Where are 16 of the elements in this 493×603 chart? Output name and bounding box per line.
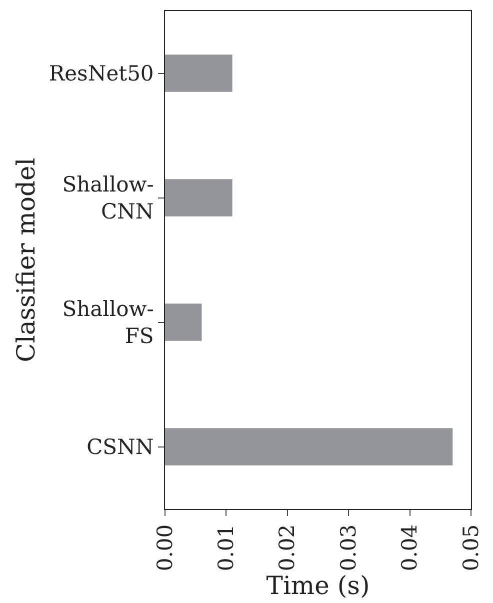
x-tick-label: 0.03 — [336, 524, 360, 572]
bar — [165, 179, 232, 216]
x-tick-label: 0.05 — [458, 524, 483, 572]
x-axis-title: Time (s) — [266, 571, 370, 600]
bar — [165, 304, 202, 341]
y-tick-label: Shallow- FS — [62, 296, 154, 348]
bar — [165, 428, 453, 466]
y-tick-label: Shallow- CNN — [62, 172, 154, 224]
x-tick-label: 0.02 — [275, 524, 300, 572]
x-tick-label: 0.04 — [398, 524, 422, 572]
x-tick-label: 0.01 — [214, 524, 238, 572]
y-axis-title: Classifier model — [12, 158, 41, 362]
bar — [165, 54, 232, 92]
y-tick-label: ResNet50 — [48, 62, 154, 86]
y-tick-label: CSNN — [86, 435, 154, 460]
x-tick-label: 0.00 — [152, 524, 177, 572]
